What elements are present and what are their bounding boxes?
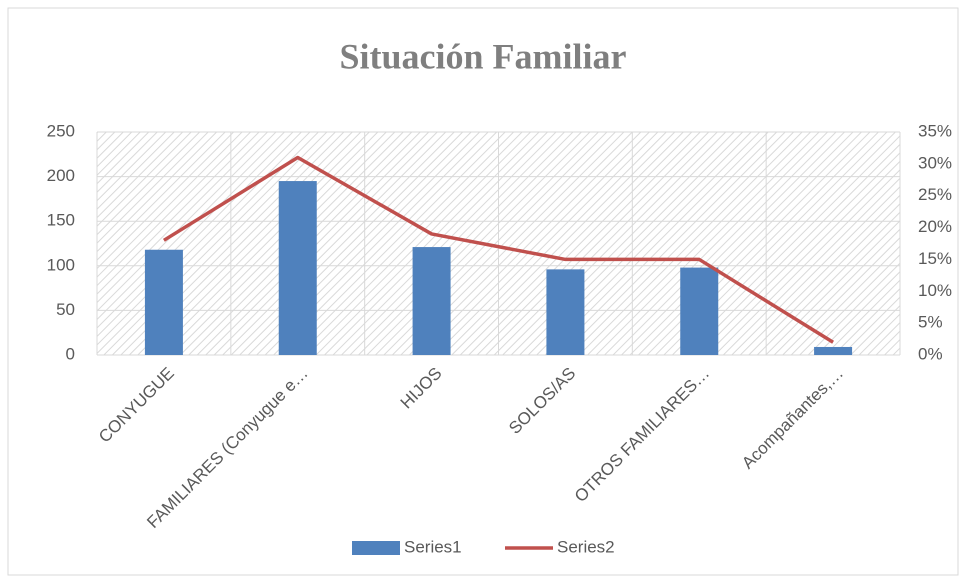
legend-label: Series2 bbox=[557, 537, 615, 556]
y2-tick-label: 0% bbox=[918, 344, 943, 363]
y-tick-label: 200 bbox=[47, 166, 75, 185]
y-tick-label: 0 bbox=[66, 344, 75, 363]
y-tick-label: 250 bbox=[47, 121, 75, 140]
bar bbox=[278, 181, 317, 355]
y2-tick-label: 5% bbox=[918, 313, 943, 332]
y2-tick-label: 20% bbox=[918, 217, 952, 236]
y2-tick-label: 15% bbox=[918, 249, 952, 268]
bar bbox=[680, 267, 719, 355]
line bbox=[162, 155, 835, 344]
y2-tick-label: 10% bbox=[918, 281, 952, 300]
legend-swatch bbox=[352, 541, 400, 555]
bar bbox=[546, 269, 585, 355]
y2-tick-label: 25% bbox=[918, 185, 952, 204]
y2-tick-label: 35% bbox=[918, 121, 952, 140]
y2-tick-label: 30% bbox=[918, 153, 952, 172]
legend-label: Series1 bbox=[404, 537, 462, 556]
y-tick-label: 50 bbox=[56, 300, 75, 319]
y-tick-label: 150 bbox=[47, 211, 75, 230]
bar bbox=[144, 249, 183, 355]
bar bbox=[814, 346, 853, 355]
y-tick-label: 100 bbox=[47, 255, 75, 274]
bar bbox=[412, 247, 451, 355]
chart-title: Situación Familiar bbox=[340, 36, 627, 76]
